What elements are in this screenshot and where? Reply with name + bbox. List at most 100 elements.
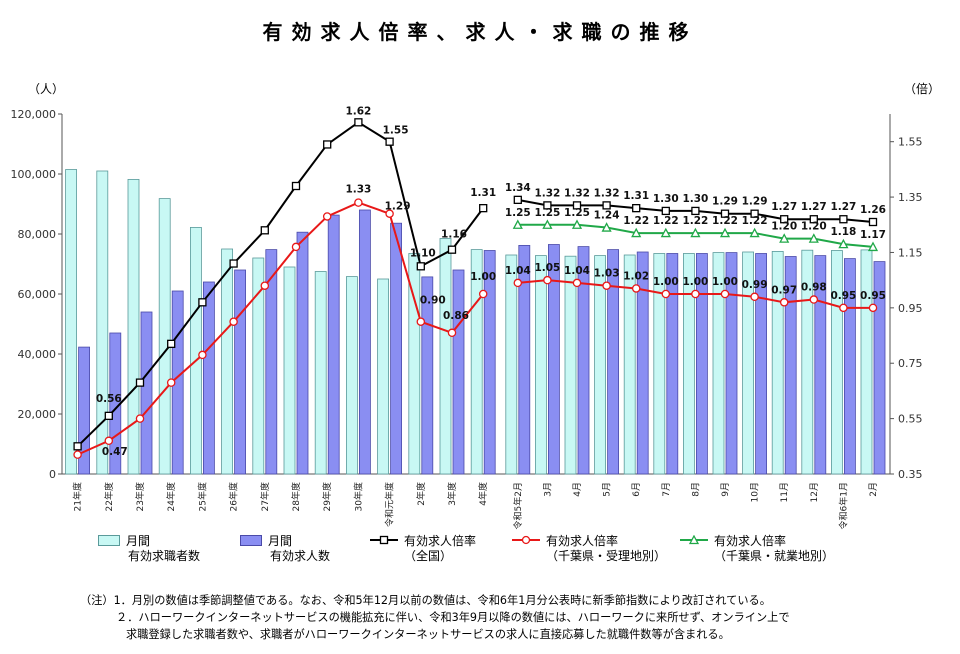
left-tick-label: 60,000	[18, 288, 57, 301]
data-label: 1.26	[860, 204, 886, 216]
point-ratio-chiba-accepted	[691, 289, 700, 299]
point-ratio-national	[447, 245, 457, 254]
legend-swatch-job-seekers	[98, 534, 120, 546]
footnote-1: （注）1．月別の数値は季節調整値である。なお、令和5年12月以前の数値は、令和6…	[80, 594, 771, 607]
right-tick-label: 0.55	[898, 413, 923, 426]
footnote-2-cont: 求職登録した求職者数や、求職者がハローワークインターネットサービスの求人に直接応…	[126, 628, 730, 641]
x-tick-label: 30年度	[352, 482, 364, 511]
legend-label: 月間	[126, 533, 151, 548]
data-label: 1.25	[534, 207, 560, 219]
point-ratio-national	[632, 204, 641, 213]
point-ratio-chiba-accepted	[661, 289, 671, 299]
bar-job-openings	[725, 252, 738, 475]
x-tick-label: 令和6年1月	[837, 482, 849, 529]
footnotes: （注）1．月別の数値は季節調整値である。なお、令和5年12月以前の数値は、令和6…	[80, 592, 940, 643]
data-label: 1.27	[801, 201, 827, 213]
x-tick-label: 24年度	[165, 482, 177, 511]
bar-job-openings	[518, 244, 531, 475]
legend-ratio-chiba-employment: 有効求人倍率 （千葉県・就業地別）	[680, 532, 834, 564]
bar-job-openings	[666, 253, 679, 475]
bar-job-seekers	[470, 249, 483, 475]
point-ratio-national	[291, 181, 301, 191]
data-label: 1.00	[653, 276, 679, 288]
point-ratio-national	[73, 442, 82, 451]
bar-job-openings	[358, 209, 371, 475]
data-label: 1.27	[771, 201, 797, 213]
x-tick-label: 25年度	[196, 482, 208, 511]
data-label: 1.00	[712, 276, 738, 288]
legend-sublabel: 有効求人数	[270, 549, 331, 563]
x-tick-label: 11月	[779, 482, 790, 502]
legend-label: 有効求人倍率	[714, 533, 787, 548]
bar-job-openings	[548, 244, 560, 475]
left-tick-label: 0	[49, 468, 56, 481]
bar-job-seekers	[439, 238, 452, 475]
point-ratio-chiba-employment	[631, 227, 642, 238]
data-label: 1.31	[470, 187, 496, 199]
line-ratio-chiba-accepted	[77, 201, 484, 456]
x-tick-label: 26年度	[228, 482, 240, 511]
bar-job-seekers	[65, 169, 77, 475]
bar-job-openings	[696, 253, 708, 475]
x-tick-label: 4月	[572, 482, 583, 497]
legend-ratio-chiba-accepted: 有効求人倍率 （千葉県・受理地別）	[512, 532, 666, 564]
data-label: 1.29	[712, 196, 738, 208]
data-label: 1.32	[594, 187, 620, 199]
point-ratio-chiba-employment	[838, 238, 849, 249]
point-ratio-national	[691, 206, 700, 216]
point-ratio-chiba-accepted	[809, 295, 819, 304]
legend-label: 有効求人倍率	[546, 533, 619, 548]
point-ratio-national	[479, 204, 488, 213]
bar-job-seekers	[283, 266, 296, 475]
x-tick-label: 29年度	[321, 482, 333, 511]
data-label: 1.22	[742, 215, 768, 227]
data-label: 0.99	[742, 279, 768, 291]
data-label: 1.22	[653, 215, 679, 227]
data-label: 0.98	[801, 282, 827, 294]
data-label: 0.95	[860, 290, 886, 302]
bar-job-openings	[421, 276, 434, 475]
x-tick-label: 12月	[809, 482, 820, 502]
left-tick-label: 100,000	[11, 168, 57, 181]
x-tick-label: 令和元年度	[384, 482, 396, 527]
x-tick-label: 3月	[542, 482, 553, 497]
legend-swatch-job-openings	[240, 534, 262, 546]
point-ratio-chiba-accepted	[416, 317, 426, 326]
point-ratio-chiba-employment	[867, 241, 879, 252]
right-tick-label: 0.95	[898, 302, 923, 315]
point-ratio-chiba-accepted	[750, 292, 759, 302]
point-ratio-national	[572, 201, 582, 210]
data-label: 1.30	[653, 193, 679, 205]
point-ratio-chiba-accepted	[478, 289, 488, 299]
bar-job-seekers	[221, 248, 234, 475]
bar-job-openings	[784, 256, 797, 475]
bar-job-seekers	[314, 271, 327, 475]
right-tick-label: 1.35	[898, 191, 923, 204]
bar-job-openings	[78, 346, 90, 475]
legend-line-chiba-employment	[680, 535, 708, 545]
x-tick-label: 27年度	[259, 482, 271, 511]
x-tick-label: 7月	[661, 482, 672, 497]
point-ratio-national	[354, 118, 363, 127]
point-ratio-chiba-employment	[779, 233, 790, 243]
bar-job-seekers	[252, 257, 265, 475]
point-ratio-chiba-employment	[719, 227, 731, 238]
bar-job-openings	[296, 231, 309, 475]
data-label: 1.55	[383, 125, 409, 137]
line-ratio-national	[76, 121, 484, 448]
x-tick-label: 8月	[690, 482, 701, 497]
bar-job-openings	[844, 258, 856, 475]
footnote-2: ２．ハローワークインターネットサービスの機能拡充に伴い、令和3年9月以降の数値に…	[116, 611, 790, 624]
bar-job-seekers	[96, 170, 109, 475]
bar-job-openings	[577, 246, 590, 475]
data-label: 1.32	[534, 187, 560, 199]
point-ratio-chiba-accepted	[720, 289, 730, 299]
point-ratio-chiba-accepted	[543, 275, 552, 285]
point-ratio-national	[229, 259, 238, 268]
data-label: 1.17	[860, 229, 886, 241]
x-tick-label: 令和5年2月	[512, 482, 524, 529]
data-label: 0.47	[102, 446, 128, 458]
bar-job-openings	[234, 269, 247, 475]
legend-ratio-national: 有効求人倍率 （全国）	[370, 532, 476, 564]
bar-job-seekers	[831, 250, 843, 475]
